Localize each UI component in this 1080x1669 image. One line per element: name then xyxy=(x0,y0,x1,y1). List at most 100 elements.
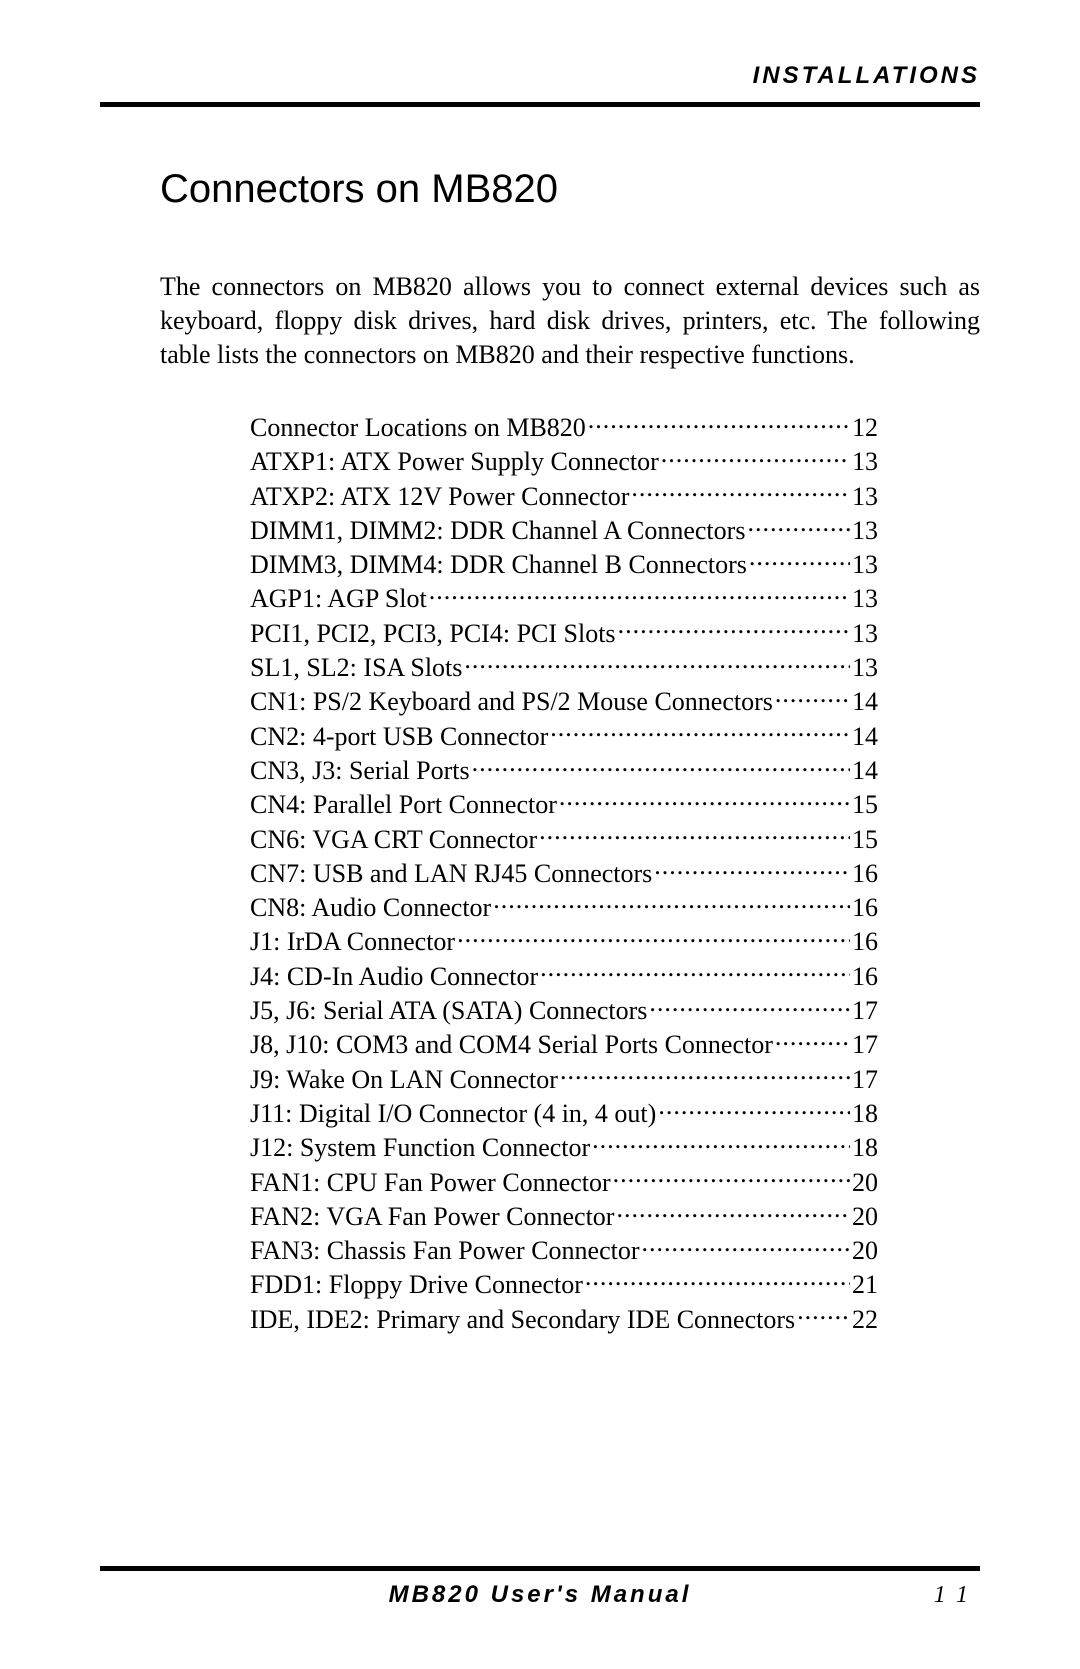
toc-page-number: 14 xyxy=(852,754,878,787)
toc-row: SL1, SL2: ISA Slots 13 xyxy=(250,650,878,684)
toc-page-number: 14 xyxy=(852,720,878,753)
page: INSTALLATIONS Connectors on MB820 The co… xyxy=(0,0,1080,1669)
toc-leader-dots xyxy=(618,616,850,642)
toc-leader-dots xyxy=(631,479,850,505)
toc-label: ATXP2: ATX 12V Power Connector xyxy=(250,480,629,513)
toc-page-number: 20 xyxy=(852,1200,878,1233)
toc-page-number: 13 xyxy=(852,651,878,684)
toc-page-number: 14 xyxy=(852,685,878,718)
toc-row: AGP1: AGP Slot 13 xyxy=(250,581,878,615)
toc-page-number: 13 xyxy=(852,480,878,513)
toc-label: CN7: USB and LAN RJ45 Connectors xyxy=(250,857,652,890)
toc-page-number: 15 xyxy=(852,823,878,856)
toc-page-number: 21 xyxy=(852,1268,878,1301)
toc-row: ATXP1: ATX Power Supply Connector 13 xyxy=(250,444,878,478)
toc-row: J1: IrDA Connector 16 xyxy=(250,924,878,958)
toc-leader-dots xyxy=(642,1233,850,1259)
toc-label: CN4: Parallel Port Connector xyxy=(250,788,557,821)
toc-leader-dots xyxy=(585,1267,850,1293)
toc-leader-dots xyxy=(658,1096,850,1122)
toc-label: J4: CD-In Audio Connector xyxy=(250,960,538,993)
toc-page-number: 17 xyxy=(852,1028,878,1061)
toc-label: Connector Locations on MB820 xyxy=(250,411,586,444)
toc-label: J12: System Function Connector xyxy=(250,1131,590,1164)
toc-leader-dots xyxy=(775,684,850,710)
footer: MB820 User's Manual 11 xyxy=(100,1566,980,1609)
toc-page-number: 13 xyxy=(852,548,878,581)
toc-label: SL1, SL2: ISA Slots xyxy=(250,651,462,684)
toc-label: FAN2: VGA Fan Power Connector xyxy=(250,1200,614,1233)
footer-manual-title: MB820 User's Manual xyxy=(389,1581,692,1609)
toc-leader-dots xyxy=(560,1062,850,1088)
toc-page-number: 16 xyxy=(852,891,878,924)
header-section-label: INSTALLATIONS xyxy=(100,62,980,90)
toc-label: PCI1, PCI2, PCI3, PCI4: PCI Slots xyxy=(250,617,616,650)
toc-row: Connector Locations on MB82012 xyxy=(250,410,878,444)
toc-leader-dots xyxy=(429,581,850,607)
toc-row: CN1: PS/2 Keyboard and PS/2 Mouse Connec… xyxy=(250,684,878,718)
toc-row: IDE, IDE2: Primary and Secondary IDE Con… xyxy=(250,1302,878,1336)
intro-paragraph: The connectors on MB820 allows you to co… xyxy=(160,270,980,372)
toc-page-number: 20 xyxy=(852,1166,878,1199)
toc-row: CN6: VGA CRT Connector15 xyxy=(250,822,878,856)
toc-page-number: 16 xyxy=(852,925,878,958)
toc-label: IDE, IDE2: Primary and Secondary IDE Con… xyxy=(250,1303,795,1336)
toc-label: CN2: 4-port USB Connector xyxy=(250,720,548,753)
toc-leader-dots xyxy=(457,924,850,950)
toc-leader-dots xyxy=(550,719,850,745)
toc-leader-dots xyxy=(797,1302,850,1328)
toc-leader-dots xyxy=(649,993,850,1019)
toc-row: J8, J10: COM3 and COM4 Serial Ports Conn… xyxy=(250,1027,878,1061)
toc-page-number: 13 xyxy=(852,582,878,615)
toc-leader-dots xyxy=(616,1199,850,1225)
toc-label: DIMM1, DIMM2: DDR Channel A Connectors xyxy=(250,514,745,547)
toc-leader-dots xyxy=(559,787,850,813)
toc-row: CN2: 4-port USB Connector 14 xyxy=(250,719,878,753)
toc-label: J5, J6: Serial ATA (SATA) Connectors xyxy=(250,994,647,1027)
toc-leader-dots xyxy=(613,1165,850,1191)
toc-page-number: 13 xyxy=(852,445,878,478)
toc-label: CN8: Audio Connector xyxy=(250,891,491,924)
toc-leader-dots xyxy=(775,1027,850,1053)
toc-page-number: 13 xyxy=(852,617,878,650)
spacer xyxy=(100,1336,980,1554)
footer-rule xyxy=(100,1566,980,1571)
toc-page-number: 17 xyxy=(852,1063,878,1096)
toc-label: ATXP1: ATX Power Supply Connector xyxy=(250,445,659,478)
toc-label: J8, J10: COM3 and COM4 Serial Ports Conn… xyxy=(250,1028,773,1061)
toc-label: DIMM3, DIMM4: DDR Channel B Connectors xyxy=(250,548,747,581)
footer-page-number: 11 xyxy=(691,1582,980,1609)
toc-row: J12: System Function Connector18 xyxy=(250,1130,878,1164)
toc-page-number: 22 xyxy=(852,1303,878,1336)
toc-label: J1: IrDA Connector xyxy=(250,925,455,958)
toc-label: J9: Wake On LAN Connector xyxy=(250,1063,558,1096)
toc-leader-dots xyxy=(592,1130,850,1156)
toc-row: DIMM1, DIMM2: DDR Channel A Connectors13 xyxy=(250,513,878,547)
toc-label: AGP1: AGP Slot xyxy=(250,582,427,615)
toc-row: CN7: USB and LAN RJ45 Connectors16 xyxy=(250,856,878,890)
page-title: Connectors on MB820 xyxy=(160,167,980,212)
toc-label: FAN3: Chassis Fan Power Connector xyxy=(250,1234,640,1267)
toc-page-number: 18 xyxy=(852,1097,878,1130)
toc-page-number: 17 xyxy=(852,994,878,1027)
toc-row: J11: Digital I/O Connector (4 in, 4 out)… xyxy=(250,1096,878,1130)
toc-row: PCI1, PCI2, PCI3, PCI4: PCI Slots 13 xyxy=(250,616,878,650)
toc-page-number: 20 xyxy=(852,1234,878,1267)
toc-page-number: 15 xyxy=(852,788,878,821)
toc-leader-dots xyxy=(588,410,850,436)
toc-row: FAN2: VGA Fan Power Connector 20 xyxy=(250,1199,878,1233)
toc-leader-dots xyxy=(749,547,850,573)
toc-leader-dots xyxy=(747,513,850,539)
toc-row: FDD1: Floppy Drive Connector21 xyxy=(250,1267,878,1301)
toc-label: CN3, J3: Serial Ports xyxy=(250,754,470,787)
toc-leader-dots xyxy=(540,959,850,985)
toc-leader-dots xyxy=(472,753,850,779)
toc-page-number: 16 xyxy=(852,960,878,993)
toc-row: CN4: Parallel Port Connector 15 xyxy=(250,787,878,821)
toc-label: CN1: PS/2 Keyboard and PS/2 Mouse Connec… xyxy=(250,685,773,718)
toc-row: J9: Wake On LAN Connector 17 xyxy=(250,1062,878,1096)
toc-leader-dots xyxy=(654,856,850,882)
toc-label: J11: Digital I/O Connector (4 in, 4 out) xyxy=(250,1097,656,1130)
toc-row: ATXP2: ATX 12V Power Connector 13 xyxy=(250,479,878,513)
table-of-contents: Connector Locations on MB82012ATXP1: ATX… xyxy=(250,410,878,1336)
